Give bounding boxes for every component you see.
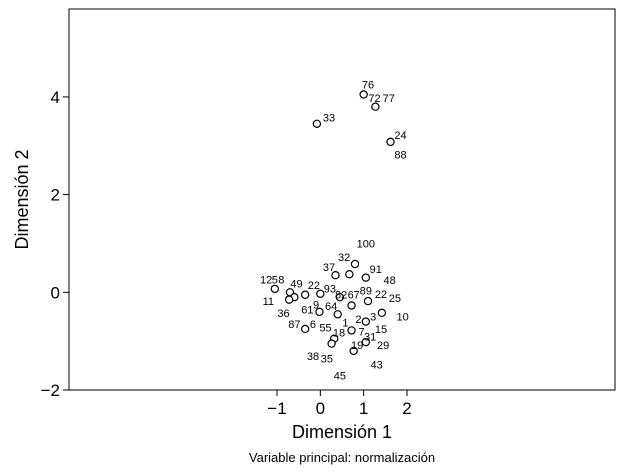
point-label: 61 (301, 304, 313, 316)
scatter-points (270, 90, 395, 356)
data-point-1 (371, 102, 380, 111)
point-label: 48 (384, 275, 396, 287)
point-label: 25 (389, 293, 401, 305)
point-label: 22 (375, 289, 387, 301)
data-point-24 (327, 339, 336, 348)
data-point-19 (333, 310, 342, 319)
point-label: 22 (308, 280, 320, 292)
point-label: 67 (348, 289, 360, 301)
point-label: 5 (272, 275, 278, 287)
point-label: 9 (313, 300, 319, 312)
data-point-5 (331, 271, 340, 280)
x-axis: −1 0 1 2 (267, 390, 412, 418)
point-label: 24 (394, 130, 406, 142)
point-label: 38 (307, 351, 319, 363)
data-point-20 (361, 317, 371, 326)
point-label: 1 (342, 318, 348, 330)
y-axis: −2 0 2 4 (41, 88, 69, 400)
data-point-2 (312, 119, 322, 128)
plot-frame (68, 8, 616, 391)
data-point-16 (347, 301, 356, 310)
data-point-18 (377, 308, 387, 318)
point-label: 77 (383, 93, 395, 105)
point-label: 29 (377, 340, 389, 352)
point-label: 43 (371, 360, 383, 372)
point-label: 32 (338, 252, 350, 264)
point-label: 31 (364, 331, 376, 343)
point-label: 45 (334, 370, 346, 382)
y-axis-title: Dimensión 2 (12, 149, 32, 249)
data-point-22 (347, 326, 356, 335)
point-label: 8 (278, 275, 284, 287)
data-point-15 (363, 296, 373, 306)
point-label: 35 (321, 353, 333, 365)
x-tick-label: 2 (402, 399, 411, 418)
data-point-21 (300, 324, 310, 334)
point-label: 36 (277, 308, 289, 320)
point-label: 89 (360, 285, 372, 297)
point-label: 82 (335, 289, 347, 301)
point-label: 12 (260, 275, 272, 287)
point-label: 91 (370, 264, 382, 276)
point-label: 11 (263, 296, 274, 308)
point-label: 76 (362, 80, 374, 92)
point-label: 3 (370, 312, 376, 324)
chart-caption: Variable principal: normalización (249, 450, 435, 465)
point-label: 49 (290, 279, 302, 291)
point-label: 6 (310, 319, 316, 331)
data-point-7 (361, 273, 371, 282)
y-tick-label: 4 (51, 88, 60, 107)
point-label: 10 (397, 312, 409, 324)
data-point-11 (316, 289, 325, 298)
point-label: 7 (358, 326, 364, 338)
point-label: 15 (375, 324, 387, 336)
data-point-3 (386, 137, 395, 147)
data-point-25 (361, 337, 371, 347)
data-point-6 (345, 270, 354, 279)
x-tick-label: −1 (267, 399, 286, 418)
point-label: 88 (394, 150, 406, 162)
x-tick-label: 1 (359, 399, 368, 418)
point-label: 37 (323, 262, 335, 274)
data-point-4 (350, 259, 360, 269)
x-axis-title: Dimensión 1 (292, 422, 392, 442)
point-label: 18 (333, 327, 345, 339)
data-point-8 (270, 284, 280, 294)
y-tick-label: 2 (51, 186, 60, 205)
point-label: 87 (288, 319, 300, 331)
point-label: 100 (357, 238, 375, 250)
data-point-17 (315, 307, 324, 317)
point-label: 72 (368, 93, 380, 105)
point-label: 19 (351, 340, 363, 352)
data-point-13 (284, 295, 294, 304)
y-tick-label: 0 (51, 283, 60, 302)
data-point-14 (335, 292, 345, 302)
point-label: 33 (323, 112, 335, 124)
y-tick-label: −2 (41, 381, 60, 400)
data-point-0 (359, 90, 368, 99)
point-label: 2 (355, 314, 361, 326)
data-point-10 (300, 290, 310, 299)
point-label: 93 (324, 283, 336, 295)
point-label: 55 (319, 322, 331, 334)
data-point-26 (349, 346, 358, 356)
point-label: 64 (325, 301, 337, 313)
x-tick-label: 0 (316, 399, 325, 418)
